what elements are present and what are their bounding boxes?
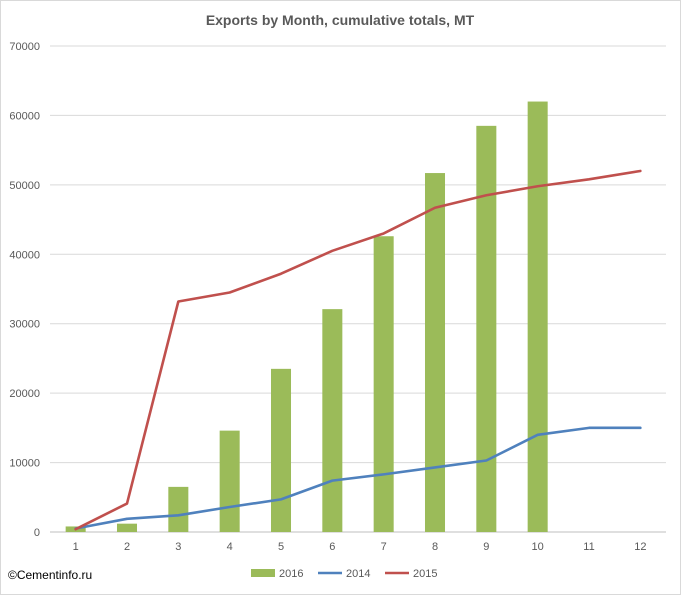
x-tick-label: 4: [227, 541, 233, 553]
x-tick-label: 1: [73, 541, 79, 553]
x-tick-label: 8: [432, 541, 438, 553]
bar: [476, 125, 497, 532]
y-tick-label: 20000: [9, 388, 40, 400]
bar: [527, 101, 548, 533]
bar-series: [65, 101, 548, 533]
chart-title: Exports by Month, cumulative totals, MT: [206, 12, 475, 28]
bar: [116, 523, 138, 532]
x-tick-label: 12: [634, 541, 646, 553]
bar: [270, 368, 292, 532]
legend-label: 2015: [413, 568, 437, 580]
x-tick-label: 10: [532, 541, 544, 553]
y-tick-label: 30000: [9, 319, 40, 331]
bar: [168, 486, 189, 532]
y-axis: 0 10000 20000 30000 40000 50000 60000 70000: [9, 41, 40, 539]
x-axis: 1 2 3 4 5 6 7 8 9 10 11 12: [73, 541, 647, 553]
line-series: [74, 169, 642, 531]
legend-label: 2014: [346, 568, 370, 580]
x-tick-label: 2: [124, 541, 130, 553]
copyright-text: ©Cementinfo.ru: [8, 568, 93, 582]
bar: [219, 430, 240, 532]
bar: [424, 173, 446, 532]
x-tick-label: 11: [583, 541, 594, 553]
x-tick-label: 3: [175, 541, 181, 553]
x-tick-label: 7: [381, 541, 387, 553]
legend-label: 2016: [279, 568, 303, 580]
y-tick-label: 10000: [9, 458, 40, 470]
x-tick-label: 5: [278, 541, 284, 553]
series-line: [74, 169, 642, 531]
x-tick-label: 9: [483, 541, 489, 553]
bar: [322, 309, 343, 532]
y-tick-label: 50000: [9, 180, 40, 192]
legend: 2016 2014 2015: [251, 568, 437, 580]
bar: [373, 236, 394, 532]
y-tick-label: 40000: [9, 249, 40, 261]
legend-swatch: [251, 569, 275, 577]
grid-lines: [50, 45, 666, 533]
y-tick-label: 0: [34, 527, 40, 539]
y-tick-label: 70000: [9, 41, 40, 53]
x-tick-label: 6: [329, 541, 335, 553]
series-line: [74, 426, 642, 530]
y-tick-label: 60000: [9, 110, 40, 122]
